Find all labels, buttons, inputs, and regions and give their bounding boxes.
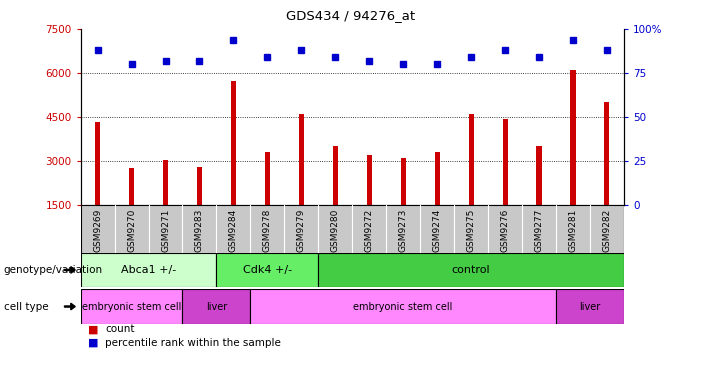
Bar bbox=[556, 289, 624, 324]
Text: genotype/variation: genotype/variation bbox=[4, 265, 102, 275]
Text: Abca1 +/-: Abca1 +/- bbox=[121, 265, 176, 275]
Bar bbox=[163, 160, 168, 205]
Bar bbox=[299, 114, 304, 205]
Text: ■: ■ bbox=[88, 324, 98, 335]
Bar bbox=[217, 253, 318, 287]
Bar bbox=[318, 253, 624, 287]
Bar bbox=[435, 152, 440, 205]
Text: GSM9275: GSM9275 bbox=[467, 209, 475, 252]
Text: embryonic stem cell: embryonic stem cell bbox=[82, 302, 182, 311]
Bar bbox=[182, 289, 250, 324]
Text: GSM9282: GSM9282 bbox=[602, 209, 611, 252]
Bar bbox=[333, 146, 338, 205]
Text: GDS434 / 94276_at: GDS434 / 94276_at bbox=[286, 9, 415, 22]
Bar bbox=[95, 122, 100, 205]
Bar bbox=[604, 102, 609, 205]
Text: GSM9283: GSM9283 bbox=[195, 209, 204, 252]
Text: GSM9279: GSM9279 bbox=[297, 209, 306, 252]
Text: embryonic stem cell: embryonic stem cell bbox=[353, 302, 453, 311]
Text: percentile rank within the sample: percentile rank within the sample bbox=[105, 338, 281, 348]
Text: GSM9274: GSM9274 bbox=[433, 209, 442, 252]
Text: GSM9280: GSM9280 bbox=[331, 209, 340, 252]
Text: GSM9277: GSM9277 bbox=[534, 209, 543, 252]
Text: GSM9269: GSM9269 bbox=[93, 209, 102, 252]
Bar bbox=[571, 70, 576, 205]
Bar bbox=[503, 119, 508, 205]
Text: cell type: cell type bbox=[4, 302, 48, 311]
Bar bbox=[81, 289, 182, 324]
Text: ■: ■ bbox=[88, 338, 98, 348]
Text: GSM9278: GSM9278 bbox=[263, 209, 272, 252]
Text: GSM9272: GSM9272 bbox=[365, 209, 374, 252]
Text: GSM9270: GSM9270 bbox=[127, 209, 136, 252]
Text: GSM9281: GSM9281 bbox=[569, 209, 578, 252]
Bar bbox=[231, 81, 236, 205]
Text: liver: liver bbox=[579, 302, 601, 311]
Text: GSM9273: GSM9273 bbox=[399, 209, 408, 252]
Text: control: control bbox=[451, 265, 491, 275]
Bar bbox=[250, 289, 556, 324]
Text: GSM9284: GSM9284 bbox=[229, 209, 238, 252]
Bar bbox=[468, 114, 474, 205]
Text: liver: liver bbox=[206, 302, 227, 311]
Text: count: count bbox=[105, 324, 135, 335]
Bar bbox=[265, 152, 270, 205]
Bar bbox=[81, 253, 217, 287]
Bar bbox=[536, 146, 542, 205]
Text: GSM9276: GSM9276 bbox=[501, 209, 510, 252]
Bar bbox=[129, 168, 134, 205]
Text: Cdk4 +/-: Cdk4 +/- bbox=[243, 265, 292, 275]
Bar bbox=[197, 167, 202, 205]
Bar bbox=[401, 158, 406, 205]
Text: GSM9271: GSM9271 bbox=[161, 209, 170, 252]
Bar bbox=[367, 155, 372, 205]
